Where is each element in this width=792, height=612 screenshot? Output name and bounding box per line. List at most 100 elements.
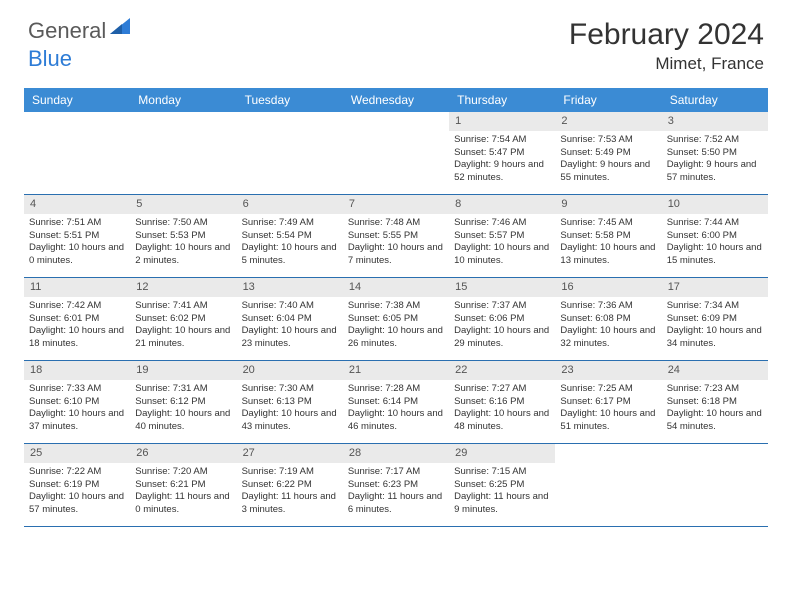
calendar: SundayMondayTuesdayWednesdayThursdayFrid… [24,88,768,527]
day-number: 8 [449,195,555,214]
day-cell: 23Sunrise: 7:25 AMSunset: 6:17 PMDayligh… [555,361,661,443]
day-number: 15 [449,278,555,297]
day-details: Sunrise: 7:23 AMSunset: 6:18 PMDaylight:… [662,380,768,438]
day-cell: 22Sunrise: 7:27 AMSunset: 6:16 PMDayligh… [449,361,555,443]
page-header: General February 2024 Mimet, France [0,0,792,82]
day-number: 5 [130,195,236,214]
weekday-header: Tuesday [237,88,343,112]
day-number: 17 [662,278,768,297]
week-row: 4Sunrise: 7:51 AMSunset: 5:51 PMDaylight… [24,195,768,278]
day-cell: 7Sunrise: 7:48 AMSunset: 5:55 PMDaylight… [343,195,449,277]
day-number: 25 [24,444,130,463]
day-number: 26 [130,444,236,463]
week-row: 11Sunrise: 7:42 AMSunset: 6:01 PMDayligh… [24,278,768,361]
day-number: 29 [449,444,555,463]
day-details: Sunrise: 7:27 AMSunset: 6:16 PMDaylight:… [449,380,555,438]
day-cell: 2Sunrise: 7:53 AMSunset: 5:49 PMDaylight… [555,112,661,194]
day-details: Sunrise: 7:40 AMSunset: 6:04 PMDaylight:… [237,297,343,355]
day-details: Sunrise: 7:19 AMSunset: 6:22 PMDaylight:… [237,463,343,521]
logo-text-general: General [28,18,106,44]
day-details: Sunrise: 7:52 AMSunset: 5:50 PMDaylight:… [662,131,768,189]
logo-blue-wrap: Blue [28,46,72,72]
day-cell: 9Sunrise: 7:45 AMSunset: 5:58 PMDaylight… [555,195,661,277]
day-cell: 1Sunrise: 7:54 AMSunset: 5:47 PMDaylight… [449,112,555,194]
day-number: 13 [237,278,343,297]
day-cell: 15Sunrise: 7:37 AMSunset: 6:06 PMDayligh… [449,278,555,360]
day-cell: 27Sunrise: 7:19 AMSunset: 6:22 PMDayligh… [237,444,343,526]
day-details: Sunrise: 7:41 AMSunset: 6:02 PMDaylight:… [130,297,236,355]
day-number: 2 [555,112,661,131]
day-cell: 26Sunrise: 7:20 AMSunset: 6:21 PMDayligh… [130,444,236,526]
day-cell: 10Sunrise: 7:44 AMSunset: 6:00 PMDayligh… [662,195,768,277]
day-number: 28 [343,444,449,463]
day-details: Sunrise: 7:36 AMSunset: 6:08 PMDaylight:… [555,297,661,355]
day-cell: 20Sunrise: 7:30 AMSunset: 6:13 PMDayligh… [237,361,343,443]
day-number: 20 [237,361,343,380]
day-details: Sunrise: 7:54 AMSunset: 5:47 PMDaylight:… [449,131,555,189]
day-details: Sunrise: 7:50 AMSunset: 5:53 PMDaylight:… [130,214,236,272]
day-cell: . [343,112,449,194]
weekday-header: Monday [130,88,236,112]
day-cell: 5Sunrise: 7:50 AMSunset: 5:53 PMDaylight… [130,195,236,277]
logo-triangle-icon [110,18,130,39]
day-cell: 16Sunrise: 7:36 AMSunset: 6:08 PMDayligh… [555,278,661,360]
day-cell: . [24,112,130,194]
logo-text-blue: Blue [28,46,72,71]
day-cell: 21Sunrise: 7:28 AMSunset: 6:14 PMDayligh… [343,361,449,443]
day-details: Sunrise: 7:38 AMSunset: 6:05 PMDaylight:… [343,297,449,355]
day-details: Sunrise: 7:33 AMSunset: 6:10 PMDaylight:… [24,380,130,438]
day-number: 16 [555,278,661,297]
day-cell: . [237,112,343,194]
day-number: 3 [662,112,768,131]
day-details: Sunrise: 7:37 AMSunset: 6:06 PMDaylight:… [449,297,555,355]
day-cell: 6Sunrise: 7:49 AMSunset: 5:54 PMDaylight… [237,195,343,277]
day-cell: 12Sunrise: 7:41 AMSunset: 6:02 PMDayligh… [130,278,236,360]
day-number: 10 [662,195,768,214]
weekday-header: Wednesday [343,88,449,112]
week-row: . . . . 1Sunrise: 7:54 AMSunset: 5:47 PM… [24,112,768,195]
day-details: Sunrise: 7:45 AMSunset: 5:58 PMDaylight:… [555,214,661,272]
day-number: 6 [237,195,343,214]
day-number: 11 [24,278,130,297]
day-number: 19 [130,361,236,380]
day-number: 18 [24,361,130,380]
day-cell: 13Sunrise: 7:40 AMSunset: 6:04 PMDayligh… [237,278,343,360]
day-details: Sunrise: 7:30 AMSunset: 6:13 PMDaylight:… [237,380,343,438]
day-cell: 25Sunrise: 7:22 AMSunset: 6:19 PMDayligh… [24,444,130,526]
day-number: 4 [24,195,130,214]
day-cell: 17Sunrise: 7:34 AMSunset: 6:09 PMDayligh… [662,278,768,360]
day-details: Sunrise: 7:20 AMSunset: 6:21 PMDaylight:… [130,463,236,521]
weekday-header-row: SundayMondayTuesdayWednesdayThursdayFrid… [24,88,768,112]
day-cell: 8Sunrise: 7:46 AMSunset: 5:57 PMDaylight… [449,195,555,277]
day-number: 9 [555,195,661,214]
day-cell: 19Sunrise: 7:31 AMSunset: 6:12 PMDayligh… [130,361,236,443]
weeks-container: . . . . 1Sunrise: 7:54 AMSunset: 5:47 PM… [24,112,768,527]
day-details: Sunrise: 7:22 AMSunset: 6:19 PMDaylight:… [24,463,130,521]
day-number: 21 [343,361,449,380]
day-cell: 24Sunrise: 7:23 AMSunset: 6:18 PMDayligh… [662,361,768,443]
day-details: Sunrise: 7:42 AMSunset: 6:01 PMDaylight:… [24,297,130,355]
title-block: February 2024 Mimet, France [569,18,764,74]
day-details: Sunrise: 7:31 AMSunset: 6:12 PMDaylight:… [130,380,236,438]
day-details: Sunrise: 7:44 AMSunset: 6:00 PMDaylight:… [662,214,768,272]
weekday-header: Sunday [24,88,130,112]
day-cell: 4Sunrise: 7:51 AMSunset: 5:51 PMDaylight… [24,195,130,277]
day-details: Sunrise: 7:34 AMSunset: 6:09 PMDaylight:… [662,297,768,355]
day-number: 24 [662,361,768,380]
weekday-header: Friday [555,88,661,112]
day-details: Sunrise: 7:25 AMSunset: 6:17 PMDaylight:… [555,380,661,438]
day-number: 12 [130,278,236,297]
location-label: Mimet, France [569,54,764,74]
week-row: 25Sunrise: 7:22 AMSunset: 6:19 PMDayligh… [24,444,768,527]
day-cell: 14Sunrise: 7:38 AMSunset: 6:05 PMDayligh… [343,278,449,360]
day-cell: . [555,444,661,526]
weekday-header: Saturday [662,88,768,112]
logo: General [28,18,132,44]
day-number: 27 [237,444,343,463]
day-details: Sunrise: 7:17 AMSunset: 6:23 PMDaylight:… [343,463,449,521]
day-cell: 11Sunrise: 7:42 AMSunset: 6:01 PMDayligh… [24,278,130,360]
weekday-header: Thursday [449,88,555,112]
day-cell: 3Sunrise: 7:52 AMSunset: 5:50 PMDaylight… [662,112,768,194]
day-number: 23 [555,361,661,380]
day-details: Sunrise: 7:53 AMSunset: 5:49 PMDaylight:… [555,131,661,189]
